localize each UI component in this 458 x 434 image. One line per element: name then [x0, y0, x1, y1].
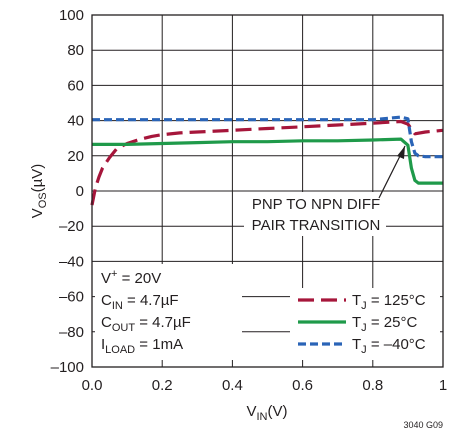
x-tick-label: 0.8 — [362, 377, 383, 394]
series-lines — [90, 115, 444, 206]
x-tick-label: 1 — [439, 377, 447, 394]
annotation-text: PNP TO NPN DIFF — [252, 196, 380, 213]
legend-value: = 25°C — [367, 314, 418, 331]
y-tick-label: –100 — [51, 359, 84, 376]
y-tick-label: –60 — [59, 289, 84, 306]
condition-subscript: IN — [112, 300, 123, 312]
condition-text: COUT = 4.7µF — [101, 314, 191, 334]
annotation-background — [244, 192, 386, 236]
y-tick-label: –40 — [59, 253, 84, 270]
y-tick-label: 80 — [67, 42, 84, 59]
conditions-background — [95, 264, 242, 360]
legend-symbol: T — [352, 292, 361, 309]
y-tick-label: 40 — [67, 113, 84, 130]
legend-background — [290, 288, 440, 360]
y-tick-label: –80 — [59, 324, 84, 341]
condition-text: CIN = 4.7µF — [101, 292, 179, 312]
condition-symbol: C — [101, 292, 112, 309]
legend: TJ = 125°CTJ = 25°CTJ = –40°C — [290, 288, 440, 360]
y-tick-label: –20 — [59, 218, 84, 235]
y-tick-label: 100 — [59, 7, 84, 24]
condition-subscript: OUT — [112, 322, 136, 334]
legend-symbol: T — [352, 314, 361, 331]
y-tick-label: 0 — [76, 183, 84, 200]
x-tick-labels: 0.0 0.2 0.4 0.6 0.8 1 — [82, 377, 448, 394]
condition-value: = 4.7µF — [135, 314, 191, 331]
y-tick-label: 20 — [67, 148, 84, 165]
series-line — [92, 115, 443, 159]
condition-text: V+ = 20V — [101, 268, 161, 287]
legend-label: TJ = 25°C — [352, 314, 417, 334]
x-tick-label: 0.2 — [152, 377, 173, 394]
x-axis-label: VIN(V) — [246, 403, 287, 423]
transition-annotation: PNP TO NPN DIFF PAIR TRANSITION — [244, 145, 406, 236]
y-tick-label: 60 — [67, 77, 84, 94]
x-tick-label: 0.0 — [82, 377, 103, 394]
series-line — [92, 137, 443, 185]
condition-superscript: + — [111, 268, 117, 280]
legend-subscript: J — [361, 322, 367, 334]
condition-value: = 20V — [117, 270, 161, 287]
legend-symbol: T — [352, 336, 361, 353]
plot-frame — [91, 14, 444, 368]
x-tick-label: 0.4 — [222, 377, 243, 394]
condition-symbol: V — [101, 270, 111, 287]
legend-value: = –40°C — [367, 336, 426, 353]
legend-subscript: J — [361, 344, 367, 356]
series-line — [90, 119, 444, 206]
legend-value: = 125°C — [367, 292, 426, 309]
annotation-text: PAIR TRANSITION — [252, 217, 381, 234]
condition-value: = 4.7µF — [123, 292, 179, 309]
condition-text: ILOAD = 1mA — [101, 336, 183, 356]
condition-symbol: C — [101, 314, 112, 331]
legend-label: TJ = 125°C — [352, 292, 426, 312]
y-axis-label: VOS(µV) — [29, 164, 49, 219]
figure-footnote: 3040 G09 — [403, 420, 443, 430]
y-tick-labels: 100 80 60 40 20 0 –20 –40 –60 –80 –100 — [51, 7, 84, 376]
condition-subscript: LOAD — [105, 344, 135, 356]
x-tick-label: 0.6 — [292, 377, 313, 394]
condition-symbol: I — [101, 336, 105, 353]
legend-subscript: J — [361, 300, 367, 312]
annotation-arrowhead — [397, 146, 405, 159]
legend-label: TJ = –40°C — [352, 336, 426, 356]
condition-value: = 1mA — [135, 336, 183, 353]
